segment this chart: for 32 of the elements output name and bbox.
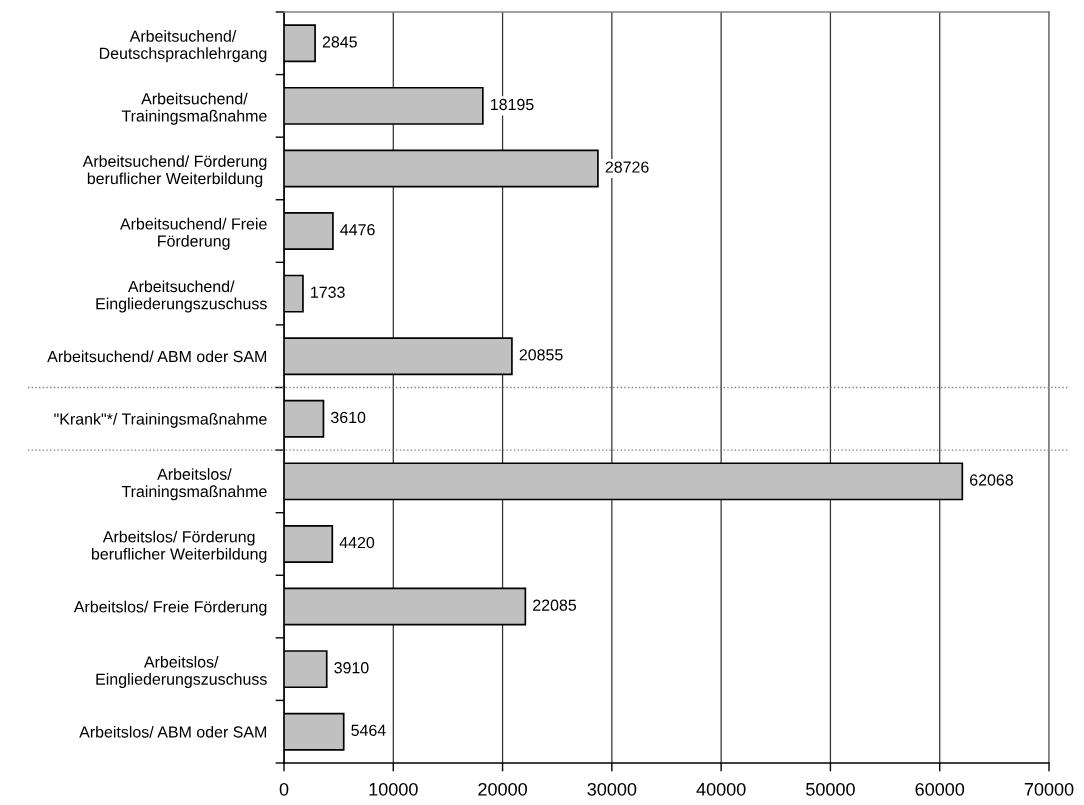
data-label: 20855 [519,349,563,361]
data-label: 62068 [970,474,1013,486]
y-tick-label: Arbeitsuchend/ Eingliederungszuschuss [96,280,267,313]
y-tick-label: Arbeitsuchend/ Förderung beruflicher Weiterbildung [82,155,267,188]
data-label: 1733 [311,286,345,298]
y-tick-label: "Krank"*/ Trainingsmaßnahme [54,413,267,428]
x-tick-label: 10000 [369,782,418,796]
data-label: 4476 [340,224,375,236]
y-tick-label: Arbeitsuchend/ ABM oder SAM [47,350,267,363]
x-tick-label: 60000 [915,782,965,796]
x-tick-label: 0 [279,782,289,796]
x-tick-label: 50000 [806,782,855,796]
y-tick-label: Arbeitslos/ Eingliederungszuschuss [96,655,267,688]
data-label: 18195 [491,98,534,111]
data-label: 3910 [334,662,369,674]
y-tick-label: Arbeitsuchend/ Trainingsmaßnahme [121,92,267,125]
x-tick-label: 70000 [1024,782,1074,796]
data-label: 2845 [322,36,357,48]
data-label: 5464 [351,724,386,736]
y-tick-label: Arbeitslos/ Trainingsmaßnahme [121,468,267,501]
y-tick-label: Arbeitslos/ ABM oder SAM [79,725,267,738]
data-label: 3610 [331,411,366,424]
x-tick-label: 20000 [478,782,527,796]
y-tick-label: Arbeitslos/ Förderung beruflicher Weiterbildung [91,530,267,563]
x-tick-label: 30000 [587,782,637,796]
y-tick-label: Arbeitsuchend/ Freie Förderung [120,217,267,250]
data-label: 28726 [605,161,649,173]
data-label: 4420 [339,536,375,549]
data-label: 22085 [533,599,577,611]
x-tick-label: 40000 [696,782,746,796]
y-tick-label: Arbeitsuchend/ Deutschsprachlehrgang [99,30,267,63]
y-tick-label: Arbeitslos/ Freie Förderung [73,600,267,616]
